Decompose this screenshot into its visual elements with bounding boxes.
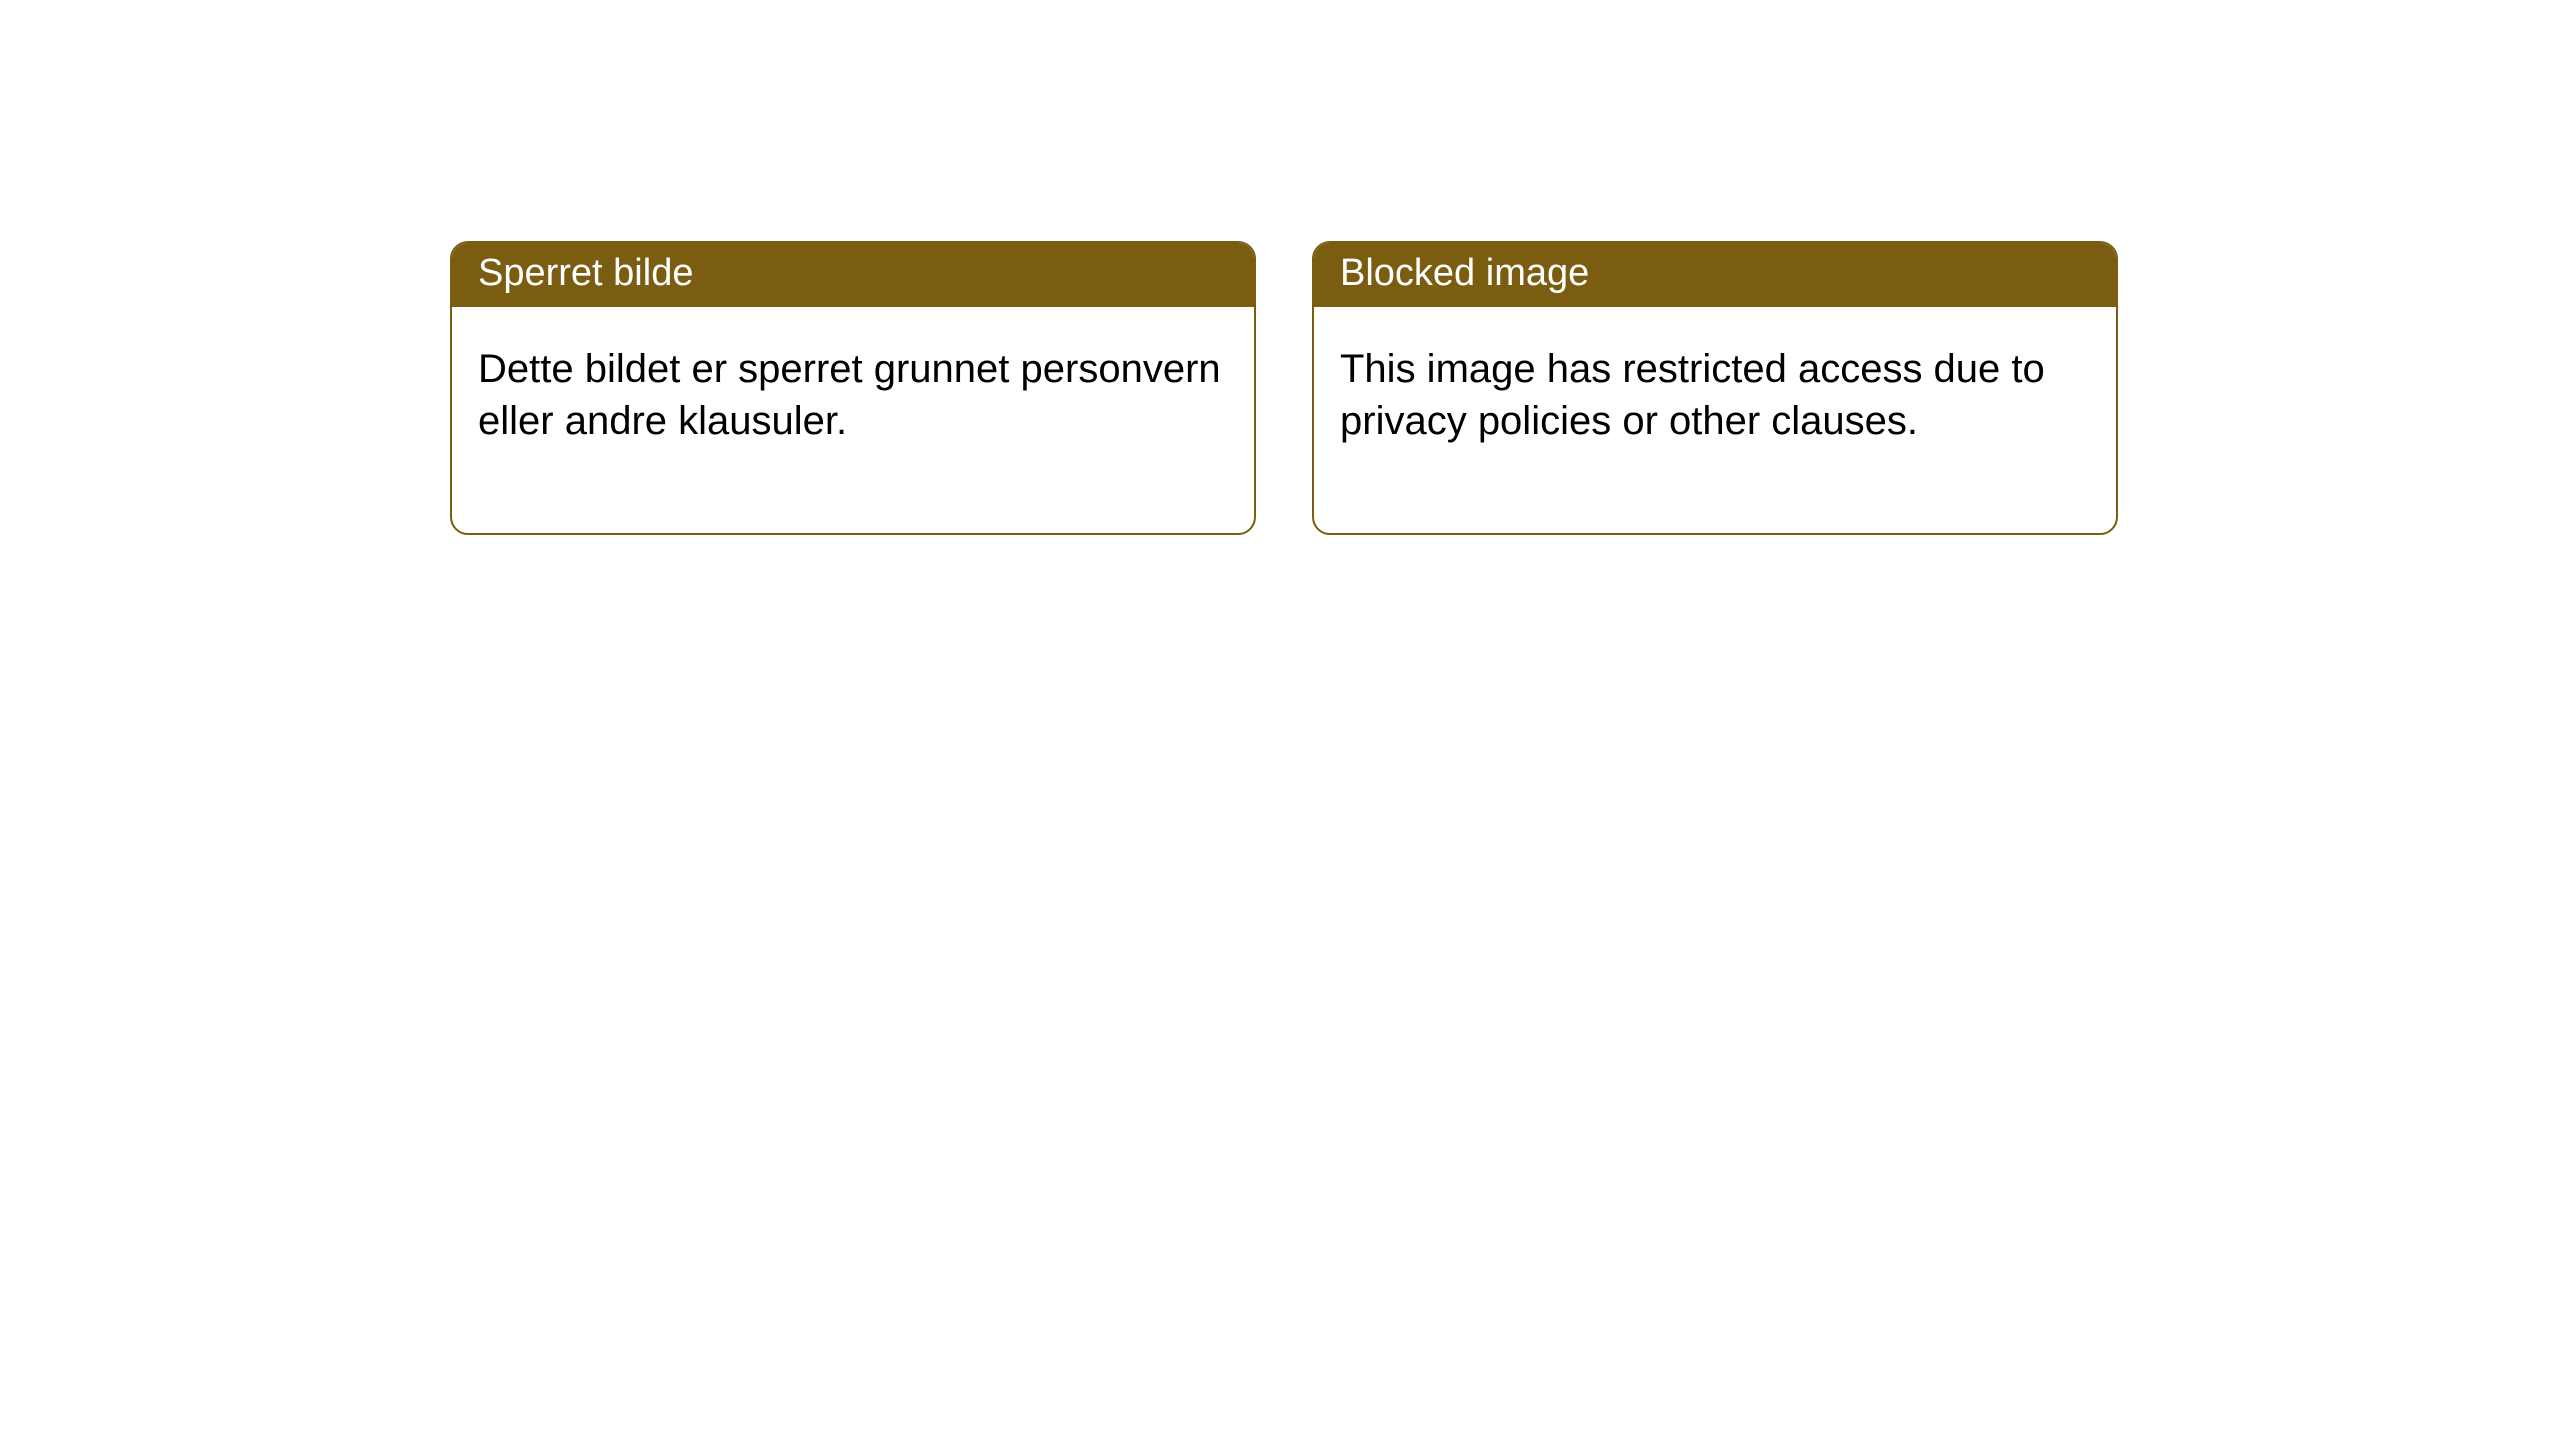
- notice-body-text: Dette bildet er sperret grunnet personve…: [478, 347, 1221, 443]
- notice-header: Sperret bilde: [452, 243, 1254, 307]
- notice-box-norwegian: Sperret bilde Dette bildet er sperret gr…: [450, 241, 1256, 535]
- notice-header: Blocked image: [1314, 243, 2116, 307]
- notice-container: Sperret bilde Dette bildet er sperret gr…: [0, 0, 2560, 535]
- notice-title: Blocked image: [1340, 252, 1589, 294]
- notice-body: This image has restricted access due to …: [1314, 307, 2116, 533]
- notice-body: Dette bildet er sperret grunnet personve…: [452, 307, 1254, 533]
- notice-box-english: Blocked image This image has restricted …: [1312, 241, 2118, 535]
- notice-title: Sperret bilde: [478, 252, 693, 294]
- notice-body-text: This image has restricted access due to …: [1340, 347, 2045, 443]
